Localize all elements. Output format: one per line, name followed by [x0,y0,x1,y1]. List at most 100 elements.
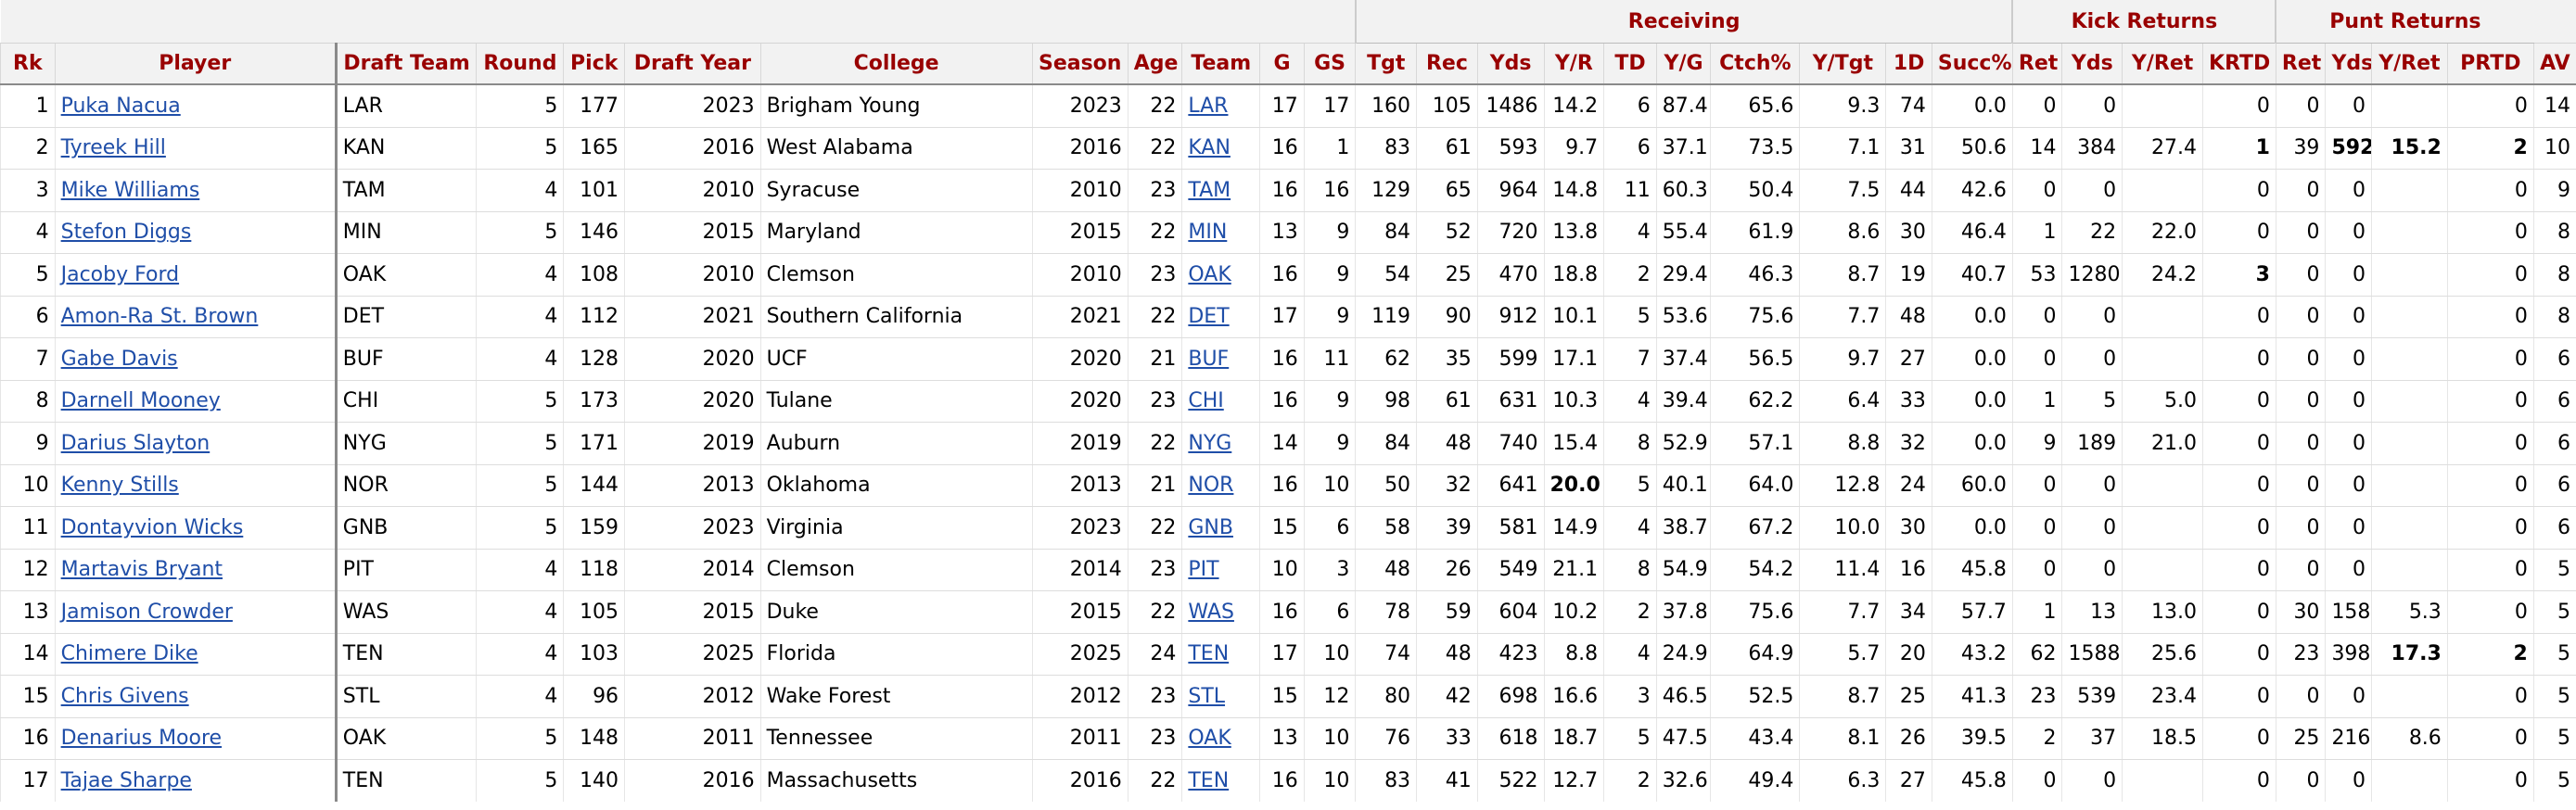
player-link[interactable]: Chimere Dike [60,642,198,666]
col-header-td[interactable]: TD [1603,43,1657,85]
cell-age: 22 [1127,296,1182,338]
col-header-y-g[interactable]: Y/G [1655,43,1711,85]
player-link[interactable]: Amon-Ra St. Brown [60,305,259,329]
team-link[interactable]: WAS [1188,600,1234,624]
cell-kr-ret: 0 [2011,169,2062,212]
col-header-draft-team[interactable]: Draft Team [335,43,477,85]
cell-yg: 37.4 [1655,337,1711,381]
col-header-player[interactable]: Player [54,43,338,85]
col-header-season[interactable]: Season [1031,43,1129,85]
cell-ytgt: 7.1 [1799,127,1886,170]
col-header-rec[interactable]: Rec [1416,43,1478,85]
col-header-kr-ret[interactable]: Ret [2011,43,2062,85]
col-header-pr-yds[interactable]: Yds [2325,43,2372,85]
cell-draft-year: 2010 [624,169,761,212]
team-link[interactable]: OAK [1188,727,1231,751]
cell-g: 14 [1259,422,1305,465]
cell-tgt: 80 [1355,675,1417,718]
cell-college: Maryland [759,211,1033,254]
team-link[interactable]: CHI [1188,389,1224,413]
player-link[interactable]: Martavis Bryant [60,558,223,582]
cell-pr-yds: 0 [2325,422,2372,465]
team-link[interactable]: BUF [1188,347,1230,371]
col-header-yds[interactable]: Yds [1476,43,1544,85]
col-header-rk[interactable]: Rk [0,43,56,85]
col-header-round[interactable]: Round [476,43,564,85]
col-header-gs[interactable]: GS [1303,43,1356,85]
player-link[interactable]: Stefon Diggs [60,221,192,245]
team-link[interactable]: TEN [1188,642,1230,666]
cell-g: 10 [1259,549,1305,591]
cell-krtd: 3 [2202,253,2276,297]
cell-kr-yret [2122,337,2203,381]
player-link[interactable]: Jacoby Ford [60,262,180,286]
cell-team: MIN [1181,211,1260,254]
player-link[interactable]: Tyreek Hill [60,136,166,160]
col-header-av[interactable]: AV [2532,43,2576,85]
col-header-pr-y-ret[interactable]: Y/Ret [2370,43,2448,85]
team-link[interactable]: LAR [1188,94,1229,118]
team-link[interactable]: KAN [1188,136,1231,160]
col-header-y-r[interactable]: Y/R [1543,43,1604,85]
col-header-y-tgt[interactable]: Y/Tgt [1799,43,1886,85]
team-link[interactable]: DET [1188,305,1230,329]
cell-ytgt: 9.3 [1799,84,1886,128]
cell-gs: 17 [1303,84,1356,128]
player-link[interactable]: Jamison Crowder [60,600,233,624]
team-link[interactable]: MIN [1188,221,1228,245]
cell-college: UCF [759,337,1033,381]
cell-rk: 4 [0,211,56,254]
cell-pr-ret: 0 [2275,549,2326,591]
table-row: 10 Kenny Stills NOR 5 144 2013 Oklahoma 2013 21 N… [0,464,2576,507]
col-header-tgt[interactable]: Tgt [1355,43,1417,85]
team-link[interactable]: GNB [1188,515,1233,539]
col-header-kr-yds[interactable]: Yds [2061,43,2123,85]
player-link[interactable]: Darius Slayton [60,431,210,455]
cell-kr-ret: 9 [2011,422,2062,465]
cell-player: Mike Williams [54,169,338,212]
col-header-pick[interactable]: Pick [563,43,625,85]
col-header-1d[interactable]: 1D [1885,43,1932,85]
cell-prtd: 0 [2446,717,2534,760]
cell-succ: 43.2 [1931,633,2013,676]
col-header-team[interactable]: Team [1181,43,1260,85]
team-link[interactable]: TEN [1188,768,1230,792]
col-header-prtd[interactable]: PRTD [2446,43,2534,85]
col-header-kr-y-ret[interactable]: Y/Ret [2122,43,2203,85]
team-link[interactable]: PIT [1188,558,1219,582]
cell-td: 5 [1603,296,1657,338]
player-link[interactable]: Dontayvion Wicks [60,515,244,539]
cell-rec: 39 [1416,506,1478,550]
player-link[interactable]: Chris Givens [60,684,189,708]
col-header-college[interactable]: College [759,43,1033,85]
cell-rk: 10 [0,464,56,507]
team-link[interactable]: NYG [1188,431,1232,455]
cell-rec: 41 [1416,759,1478,802]
player-link[interactable]: Gabe Davis [60,347,178,371]
col-header-krtd[interactable]: KRTD [2202,43,2276,85]
cell-prtd: 0 [2446,337,2534,381]
player-link[interactable]: Denarius Moore [60,727,223,751]
col-header-ctch-pct[interactable]: Ctch% [1710,43,1800,85]
team-link[interactable]: NOR [1188,474,1234,498]
col-header-age[interactable]: Age [1127,43,1182,85]
cell-rk: 3 [0,169,56,212]
cell-fd: 16 [1885,549,1932,591]
player-link[interactable]: Mike Williams [60,178,200,202]
player-link[interactable]: Kenny Stills [60,474,179,498]
cell-round: 5 [476,506,564,550]
col-header-pr-ret[interactable]: Ret [2275,43,2326,85]
col-header-succ-pct[interactable]: Succ% [1931,43,2013,85]
cell-draft-year: 2016 [624,759,761,802]
cell-tgt: 58 [1355,506,1417,550]
col-header-g[interactable]: G [1259,43,1305,85]
team-link[interactable]: TAM [1188,178,1231,202]
column-header-row: Rk Player Draft Team Round Pick Draft Ye… [0,43,2576,85]
cell-kr-yds: 189 [2061,422,2123,465]
team-link[interactable]: OAK [1188,262,1231,286]
col-header-draft-year[interactable]: Draft Year [624,43,761,85]
player-link[interactable]: Darnell Mooney [60,389,221,413]
team-link[interactable]: STL [1188,684,1226,708]
player-link[interactable]: Puka Nacua [60,94,181,118]
player-link[interactable]: Tajae Sharpe [60,768,192,792]
